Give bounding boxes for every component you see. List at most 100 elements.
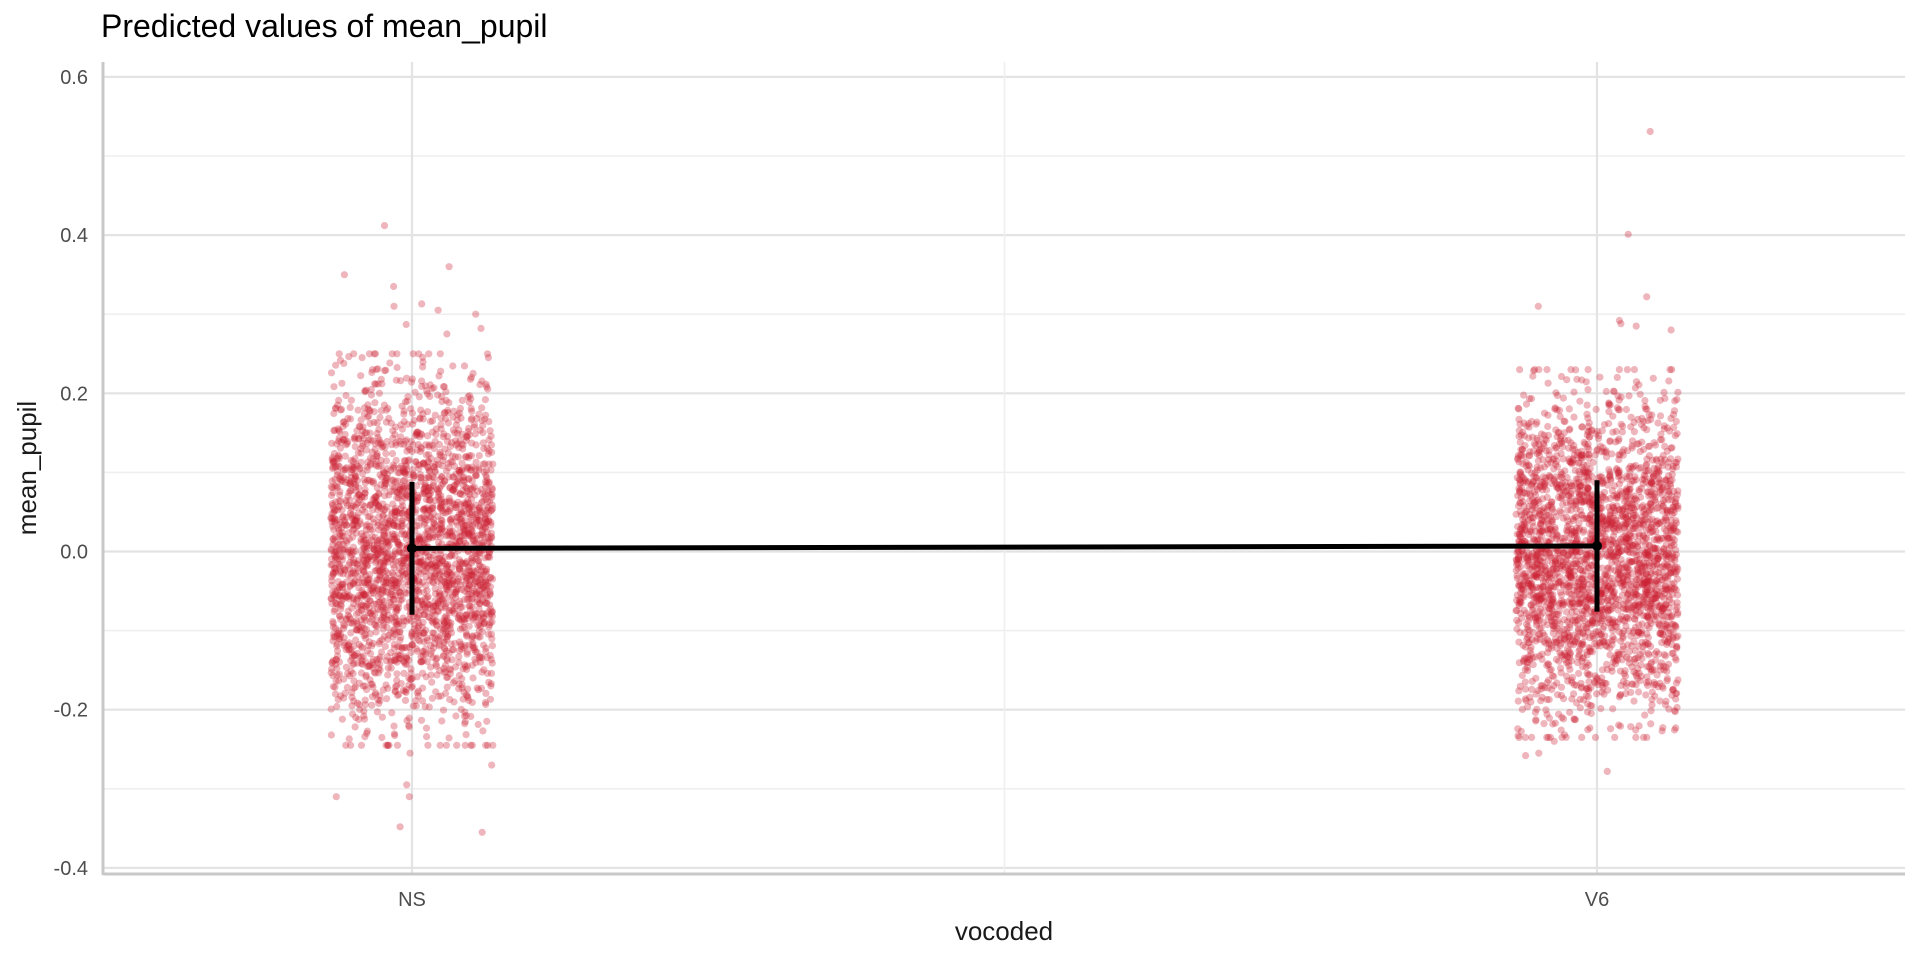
data-point	[464, 693, 472, 702]
data-point	[332, 599, 340, 608]
data-point	[327, 731, 335, 739]
data-point	[432, 655, 440, 663]
data-point	[464, 530, 472, 538]
data-point	[424, 464, 432, 472]
data-point	[1524, 552, 1532, 560]
data-point	[437, 604, 445, 612]
data-point	[440, 383, 448, 391]
data-point	[438, 517, 446, 525]
data-point	[383, 514, 392, 522]
data-point	[432, 662, 440, 670]
data-point	[458, 510, 466, 518]
data-point	[437, 500, 445, 508]
data-point	[452, 560, 460, 568]
data-point	[387, 582, 395, 590]
data-point	[428, 526, 436, 534]
data-point	[333, 455, 341, 463]
data-point	[376, 413, 384, 422]
data-point	[364, 579, 372, 587]
data-point	[403, 482, 411, 490]
data-point	[369, 477, 377, 485]
data-point	[1630, 697, 1638, 705]
data-point	[460, 712, 469, 720]
data-point	[402, 466, 411, 474]
data-point	[349, 463, 357, 471]
data-point	[351, 652, 359, 660]
data-point	[380, 530, 388, 538]
data-point	[487, 605, 495, 613]
data-point	[1674, 388, 1682, 396]
data-point	[455, 647, 463, 655]
data-point	[444, 406, 452, 414]
data-point	[370, 519, 378, 527]
data-point	[340, 521, 348, 529]
data-point	[429, 523, 437, 532]
data-point	[444, 562, 452, 570]
data-point	[367, 536, 376, 544]
data-point	[435, 692, 443, 701]
data-point	[455, 685, 463, 693]
data-point	[363, 466, 371, 474]
data-point	[428, 578, 437, 586]
data-point	[413, 522, 421, 530]
data-point	[457, 507, 465, 515]
data-point	[348, 654, 356, 662]
data-point	[363, 440, 371, 448]
data-point	[382, 457, 391, 465]
data-point	[448, 570, 456, 579]
data-point	[361, 489, 369, 497]
data-point	[419, 657, 427, 665]
data-point	[350, 651, 358, 659]
data-point	[462, 711, 470, 720]
data-point	[488, 493, 496, 501]
data-point	[463, 487, 471, 495]
data-point	[442, 564, 450, 572]
data-point	[425, 601, 433, 609]
data-point	[477, 684, 485, 692]
data-point	[347, 553, 355, 561]
data-point	[352, 516, 360, 524]
data-point	[419, 618, 427, 626]
data-point	[361, 591, 369, 599]
data-point	[448, 452, 456, 460]
data-point	[1585, 469, 1593, 477]
data-point	[412, 645, 421, 653]
data-point	[430, 602, 438, 611]
data-point	[394, 650, 402, 659]
data-point	[333, 440, 341, 448]
data-point	[378, 713, 386, 721]
data-point	[355, 490, 363, 498]
data-point	[458, 624, 466, 632]
data-point	[1514, 554, 1522, 563]
data-point	[421, 549, 429, 557]
data-point	[442, 584, 450, 592]
data-point	[351, 723, 359, 731]
data-point	[395, 541, 403, 549]
data-point	[487, 682, 495, 690]
data-point	[444, 586, 452, 594]
data-point	[395, 557, 403, 566]
data-point	[461, 663, 469, 671]
data-point	[354, 603, 362, 611]
data-point	[372, 462, 381, 470]
data-point	[423, 524, 431, 532]
data-point	[349, 511, 357, 519]
data-point	[357, 616, 365, 624]
data-point	[428, 385, 436, 393]
data-point	[329, 541, 337, 549]
data-point	[342, 741, 350, 749]
data-point	[488, 761, 496, 769]
data-point	[412, 429, 421, 437]
data-point	[461, 720, 469, 728]
data-point	[467, 466, 475, 474]
data-point	[350, 595, 358, 603]
data-point	[434, 488, 443, 496]
data-point	[375, 389, 384, 397]
data-point	[399, 502, 407, 510]
data-point	[485, 549, 493, 557]
data-point	[1659, 724, 1667, 732]
data-point	[413, 596, 421, 604]
data-point	[475, 410, 483, 418]
data-point	[1598, 564, 1606, 572]
data-point	[483, 599, 491, 607]
